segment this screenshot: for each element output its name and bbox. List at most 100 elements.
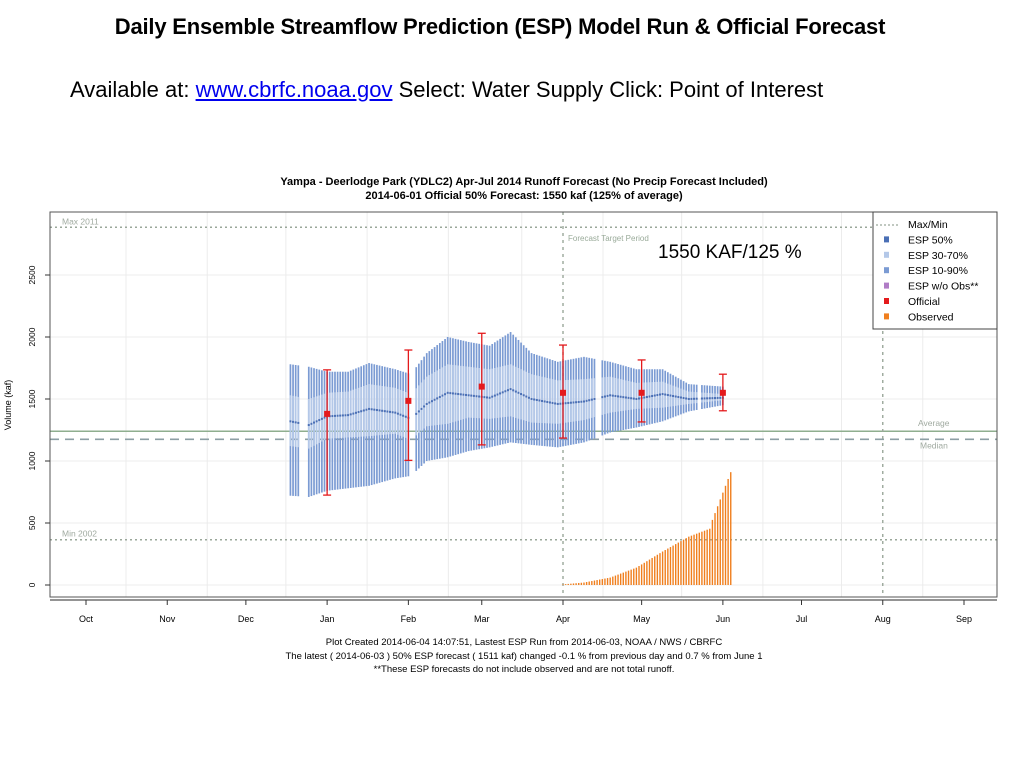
observed-bar — [564, 584, 567, 585]
esp-50-point — [690, 397, 693, 400]
esp-30-70-bar — [313, 397, 315, 446]
x-tick-label: Apr — [556, 614, 570, 624]
esp-50-point — [609, 394, 612, 397]
observed-bar — [583, 582, 585, 585]
esp-50-point — [292, 420, 295, 423]
esp-30-70-bar — [556, 380, 559, 424]
legend-label: ESP 30-70% — [908, 250, 968, 262]
observed-bar — [643, 562, 645, 585]
y-axis-label: Volume (kaf) — [3, 380, 13, 431]
esp-50-point — [297, 421, 300, 424]
observed-bar — [661, 551, 664, 585]
official-point — [560, 389, 567, 396]
esp-50-point — [307, 424, 310, 427]
esp-30-70-bar — [632, 382, 635, 410]
y-tick-label: 1000 — [27, 451, 37, 470]
observed-bar — [612, 576, 614, 585]
official-point — [719, 389, 726, 396]
esp-30-70-bar — [580, 379, 583, 421]
x-tick-label: Jun — [716, 614, 731, 624]
esp-30-70-bar — [418, 385, 420, 434]
cbrfc-link[interactable]: www.cbrfc.noaa.gov — [195, 77, 393, 102]
esp-30-70-bar — [701, 392, 703, 403]
observed-bar — [724, 485, 727, 585]
observed-bar — [711, 519, 714, 585]
esp-50-point — [543, 400, 546, 403]
esp-30-70-bar — [391, 387, 394, 434]
esp-50-point — [491, 395, 494, 398]
legend-swatch — [884, 236, 889, 243]
legend-label: ESP 10-90% — [908, 265, 968, 277]
esp-50-point — [483, 396, 486, 399]
esp-30-70-bar — [420, 382, 423, 431]
esp-50-point — [333, 414, 336, 417]
esp-50-point — [546, 400, 549, 403]
esp-30-70-bar — [567, 379, 570, 423]
x-tick-label: Oct — [79, 614, 94, 624]
esp-50-point — [658, 393, 661, 396]
esp-50-point — [404, 415, 407, 418]
esp-50-point — [457, 393, 460, 396]
esp-30-70-bar — [470, 367, 473, 418]
esp-50-point — [530, 398, 533, 400]
esp-50-point — [624, 396, 627, 399]
esp-30-70-bar — [462, 366, 465, 420]
esp-bars — [289, 332, 724, 497]
esp-30-70-bar — [415, 388, 418, 436]
esp-50-point — [444, 393, 447, 396]
esp-50-point — [535, 398, 538, 401]
esp-30-70-bar — [459, 365, 462, 420]
chart-subtitle: 2014-06-01 Official 50% Forecast: 1550 k… — [365, 190, 683, 202]
esp-30-70-bar — [365, 385, 368, 437]
footer-line-2: The latest ( 2014-06-03 ) 50% ESP foreca… — [285, 651, 762, 662]
esp-30-70-bar — [614, 377, 617, 412]
esp-50-point — [514, 390, 517, 393]
esp-50-point — [446, 391, 449, 394]
esp-50-point — [504, 390, 507, 393]
esp-50-point — [635, 398, 638, 400]
esp-50-point — [315, 420, 318, 423]
esp-30-70-bar — [559, 380, 562, 424]
footer-line-3: **These ESP forecasts do not include obs… — [374, 664, 675, 675]
esp-30-70-bar — [465, 366, 467, 419]
esp-30-70-bar — [512, 365, 515, 418]
observed-bar — [562, 584, 564, 585]
esp-30-70-bar — [695, 392, 698, 404]
esp-30-70-bar — [635, 382, 638, 409]
esp-50-point — [472, 394, 475, 397]
esp-50-point — [438, 395, 441, 398]
esp-30-70-bar — [402, 390, 404, 437]
esp-50-point — [344, 414, 347, 417]
esp-50-point — [486, 396, 488, 399]
esp-30-70-bar — [585, 378, 588, 420]
legend-swatch — [884, 313, 889, 320]
observed-bar — [672, 545, 674, 585]
esp-30-70-bar — [625, 380, 627, 411]
esp-50-point — [593, 398, 596, 400]
x-axis: Oct Nov Dec Jan Feb Mar Apr May Jun Jul Aug Sep — [50, 599, 997, 624]
esp-50-point — [533, 398, 536, 401]
esp-50-point — [365, 408, 368, 411]
esp-50-point — [375, 409, 378, 412]
esp-50-point — [666, 394, 669, 397]
esp-50-point — [590, 398, 593, 401]
esp-30-70-bar — [423, 379, 425, 429]
esp-50-point — [420, 407, 423, 410]
esp-50-point — [619, 395, 622, 398]
esp-50-point — [402, 414, 405, 417]
esp-50-point — [719, 396, 722, 399]
observed-bar — [633, 568, 635, 585]
observed-bar — [654, 556, 656, 585]
observed-bar — [625, 571, 627, 585]
esp-50-point — [459, 393, 462, 396]
esp-50-point — [289, 420, 292, 423]
observed-bar — [722, 492, 724, 585]
esp-50-point — [677, 396, 680, 399]
esp-50-point — [320, 417, 323, 420]
esp-30-70-bar — [394, 387, 397, 434]
observed-bar — [667, 548, 669, 585]
esp-50-point — [632, 397, 635, 400]
esp-50-point — [381, 409, 384, 412]
esp-50-point — [467, 394, 470, 397]
esp-50-point — [617, 395, 620, 398]
